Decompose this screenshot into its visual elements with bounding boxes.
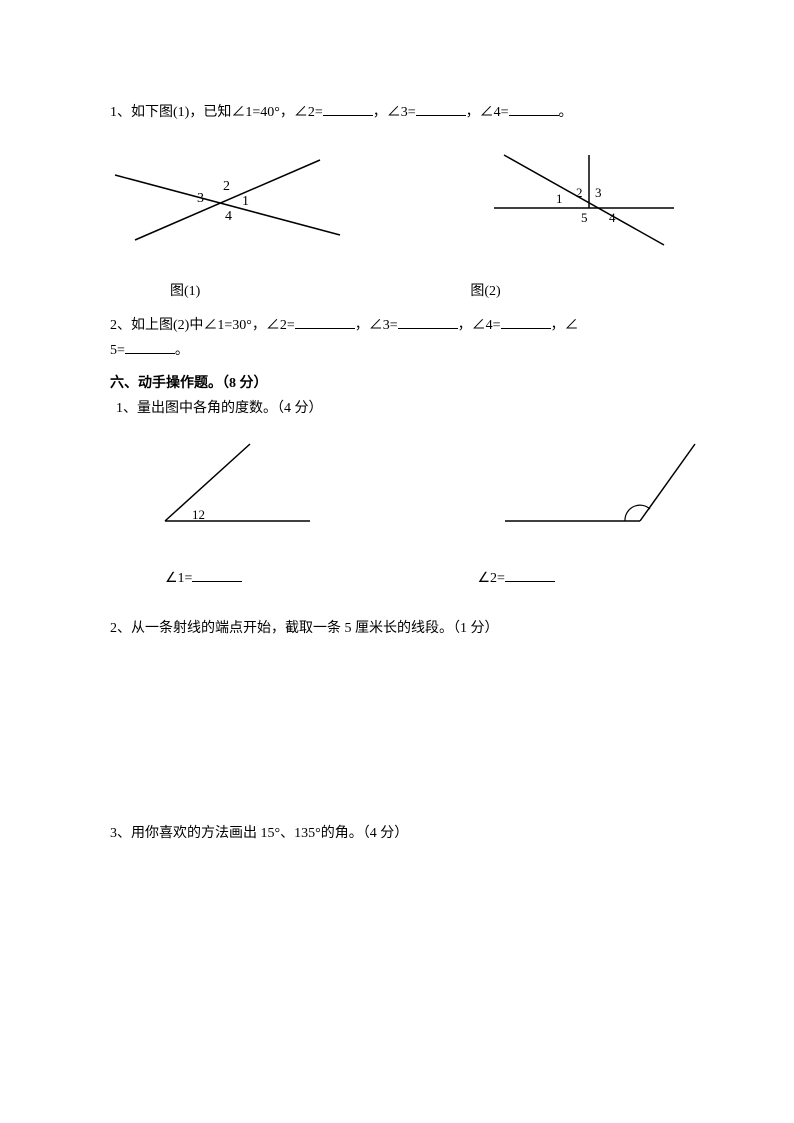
figure-1: 1 2 3 4 xyxy=(110,140,350,269)
blank-q2-4[interactable] xyxy=(501,313,551,329)
angle1-label: 12 xyxy=(192,507,205,522)
section-6-header: 六、动手操作题。（8 分） xyxy=(110,371,684,396)
angle-figure-2 xyxy=(500,436,700,545)
q2-line2-prefix: 5= xyxy=(110,343,125,358)
q2-mid3: ，∠ xyxy=(551,318,579,333)
blank-angle2[interactable] xyxy=(505,566,555,582)
blank-q2-2[interactable] xyxy=(295,313,355,329)
blank-q2-3[interactable] xyxy=(398,313,458,329)
figures-row: 1 2 3 4 1 2 3 4 5 xyxy=(110,140,684,269)
angles-row: 12 xyxy=(110,436,684,545)
fig1-label-4: 4 xyxy=(225,209,232,224)
blank-q1-2[interactable] xyxy=(323,100,373,116)
q1-suffix: 。 xyxy=(559,105,573,120)
question-2: 2、如上图(2)中∠1=30°，∠2= ，∠3= ，∠4= ，∠ 5= 。 xyxy=(110,313,684,363)
q2-prefix: 2、如上图(2)中∠1=30°，∠2= xyxy=(110,318,295,333)
angle1-label-text: ∠1= xyxy=(165,571,192,586)
fig2-label-4: 4 xyxy=(609,210,616,225)
q2-line2-suffix: 。 xyxy=(175,343,189,358)
q1-text: 1、如下图(1)，已知∠1=40°，∠2= xyxy=(110,105,323,120)
angle2-label-text: ∠2= xyxy=(477,571,504,586)
angle1-svg: 12 xyxy=(150,436,320,536)
angle2-ray xyxy=(640,444,695,521)
blank-q1-3[interactable] xyxy=(416,100,466,116)
q1-mid1: ，∠3= xyxy=(373,105,416,120)
q1-mid2: ，∠4= xyxy=(466,105,509,120)
figure-captions: 图(1) 图(2) xyxy=(110,279,684,304)
q2-mid1: ，∠3= xyxy=(355,318,398,333)
angle2-eq: ∠2= xyxy=(477,566,554,591)
fig2-label-3: 3 xyxy=(595,185,602,200)
blank-angle1[interactable] xyxy=(192,566,242,582)
question-1: 1、如下图(1)，已知∠1=40°，∠2= ，∠3= ，∠4= 。 xyxy=(110,100,684,125)
fig1-line2 xyxy=(135,160,320,240)
fig2-diag xyxy=(504,155,664,245)
fig2-label-5: 5 xyxy=(581,210,588,225)
fig1-label-1: 1 xyxy=(242,194,249,209)
angle1-eq: ∠1= xyxy=(165,566,242,591)
fig2-label-2: 2 xyxy=(576,185,583,200)
fig1-label-3: 3 xyxy=(197,191,204,206)
angle1-ray xyxy=(165,444,250,521)
section6-sub1: 1、量出图中各角的度数。（4 分） xyxy=(116,396,684,421)
figure-2: 1 2 3 4 5 xyxy=(484,140,684,269)
angle-figure-1: 12 xyxy=(150,436,320,545)
angle-labels: ∠1= ∠2= xyxy=(110,566,684,591)
fig1-label-2: 2 xyxy=(223,179,230,194)
blank-q2-5[interactable] xyxy=(125,338,175,354)
fig2-label-1: 1 xyxy=(556,191,563,206)
angle2-svg xyxy=(500,436,700,536)
figure-2-svg: 1 2 3 4 5 xyxy=(484,140,684,260)
caption-fig1: 图(1) xyxy=(170,279,200,304)
q2-mid2: ，∠4= xyxy=(458,318,501,333)
blank-q1-4[interactable] xyxy=(509,100,559,116)
section6-sub3: 3、用你喜欢的方法画出 15°、135°的角。（4 分） xyxy=(110,821,684,846)
section6-sub2: 2、从一条射线的端点开始，截取一条 5 厘米长的线段。（1 分） xyxy=(110,616,684,641)
figure-1-svg: 1 2 3 4 xyxy=(110,140,350,260)
caption-fig2: 图(2) xyxy=(470,279,500,304)
